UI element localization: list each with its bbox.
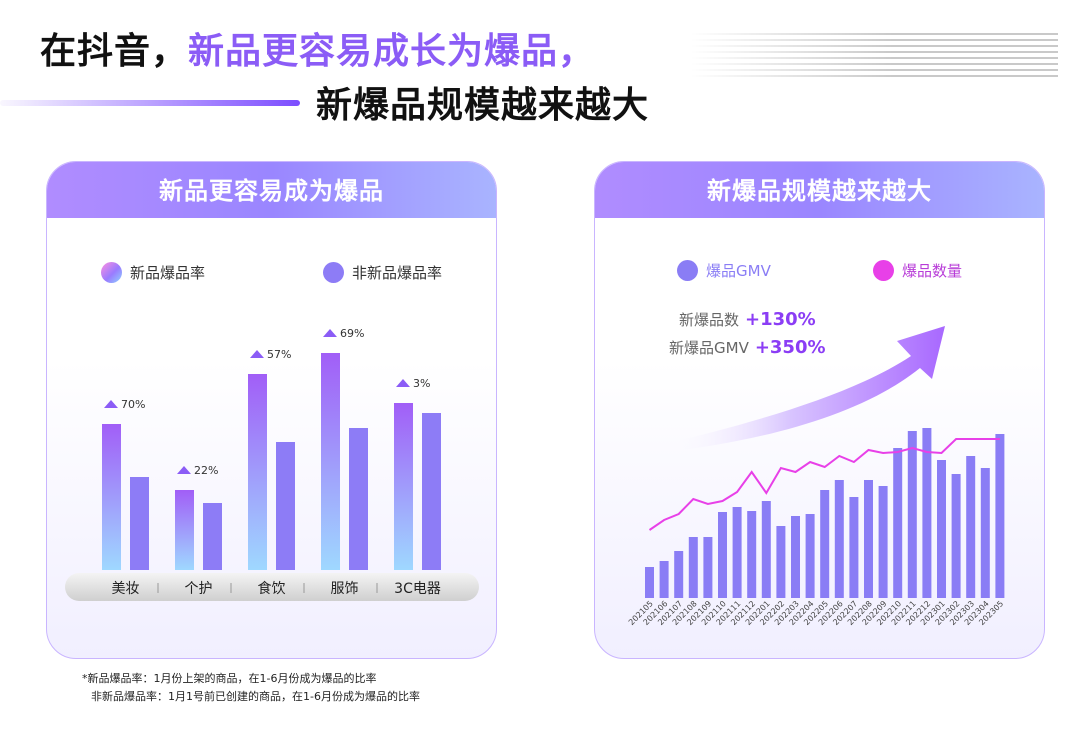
category-label: 美妆 [112,581,140,597]
growth-label: 69% [340,327,364,340]
gmv-bar [966,456,976,598]
page-title-line-1: 在抖音，新品更容易成长为爆品， [40,22,595,74]
gmv-bar [805,514,815,598]
non-new-item-rate-bar [130,477,149,570]
legend-non-new-item-rate: 非新品爆品率 [323,262,442,283]
stat-gmv-growth: 新爆品GMV +350% [669,337,826,358]
category-label: 食饮 [258,580,286,597]
gmv-bar [732,507,742,598]
gmv-bar [820,490,830,598]
up-triangle-icon [323,329,337,337]
gmv-bar [980,468,990,598]
title-prefix: 在抖音， [40,31,189,72]
non-new-item-rate-bar [276,442,295,570]
legend-new-item-rate: 新品爆品率 [101,262,205,283]
new-item-rate-bar [394,403,413,570]
right-panel-body: 爆品GMV 爆品数量 202105 202106 202107 202108 20210… [595,218,1044,658]
new-item-rate-bar [321,353,340,570]
category-axis-band [65,573,479,601]
gradient-circle-icon [101,262,122,283]
legend-label: 非新品爆品率 [352,264,443,282]
up-triangle-icon [177,466,191,474]
category-label: 3C电器 [394,581,441,597]
gmv-bar [951,474,961,598]
non-new-item-rate-bar [349,428,368,570]
new-item-rate-bar [175,490,194,570]
legend-label: 爆品数量 [902,262,963,280]
footnote-2: 非新品爆品率：1月1号前已创建的商品，在1-6月份成为爆品的比率 [91,690,420,703]
non-new-item-rate-bar [203,503,222,570]
legend-count: 爆品数量 [873,260,962,281]
legend-label: 新品爆品率 [130,264,206,282]
left-panel: 新品更容易成为爆品 新品爆品率 非新品爆品率 70% 美妆 22% 个护 57% 食饮 69… [46,161,497,659]
legend-gmv: 爆品GMV [677,260,771,281]
growth-label: 70% [121,398,145,411]
stat-count-growth: 新爆品数 +130% [679,309,816,330]
gmv-bar [849,497,859,598]
growth-label: 22% [194,464,218,477]
gmv-bar [718,512,727,598]
right-panel: 新爆品规模越来越大 爆品GMV 爆品数量 202105 202106 202107 2… [594,161,1045,659]
count-line [648,438,1000,531]
gmv-bar [776,526,786,598]
category-label: 个护 [185,581,213,597]
magenta-circle-icon [873,260,894,281]
gmv-bar [674,551,684,598]
new-item-rate-bar [102,424,121,570]
up-triangle-icon [396,379,410,387]
gmv-bar [937,460,946,598]
growth-label: 3% [413,377,430,390]
new-item-rate-bar [248,374,267,570]
monthly-gmv-chart: 2021052021062021072021082021092021102021… [627,326,1005,627]
title-highlight: 新品更容易成长为爆品， [188,31,596,72]
gmv-bar [659,561,669,598]
gmv-bar [878,486,888,598]
right-panel-title: 新爆品规模越来越大 [595,162,1044,218]
growth-label: 57% [267,348,291,361]
category-label: 服饰 [331,581,359,597]
purple-circle-icon [323,262,344,283]
stat-label: 新爆品GMV [669,339,749,357]
non-new-item-rate-bar [422,413,441,570]
growth-arrow-icon [665,326,945,452]
stat-value: +350% [754,337,826,358]
footnote-1: *新品爆品率：1月份上架的商品，在1-6月份成为爆品的比率 [82,672,377,685]
gmv-bar [922,428,932,598]
category-bar-chart: 70% 美妆 22% 个护 57% 食饮 69% 服饰 3% 3C电器 [65,327,479,601]
gmv-bar [688,537,698,598]
page-title-line-2: 新爆品规模越来越大 [316,85,650,126]
up-triangle-icon [250,350,264,358]
gmv-bar [645,567,654,598]
legend-label: 爆品GMV [706,262,771,280]
gmv-bar [747,511,757,598]
gmv-bar [791,516,800,598]
left-panel-body: 新品爆品率 非新品爆品率 70% 美妆 22% 个护 57% 食饮 69% 服饰 3% 3C电器 [47,218,496,658]
gmv-bar [761,501,771,598]
gmv-bar [893,448,903,598]
title-underline [0,100,300,106]
gmv-bar [864,480,873,598]
gmv-bar [907,431,917,598]
purple-circle-icon [677,260,698,281]
gmv-bar [703,537,713,598]
left-panel-title: 新品更容易成为爆品 [47,162,496,218]
stat-value: +130% [745,309,816,330]
decorative-stripes [690,33,1058,81]
up-triangle-icon [104,400,118,408]
stat-label: 新爆品数 [679,311,740,329]
gmv-bar [995,434,1005,598]
gmv-bar [834,480,844,598]
